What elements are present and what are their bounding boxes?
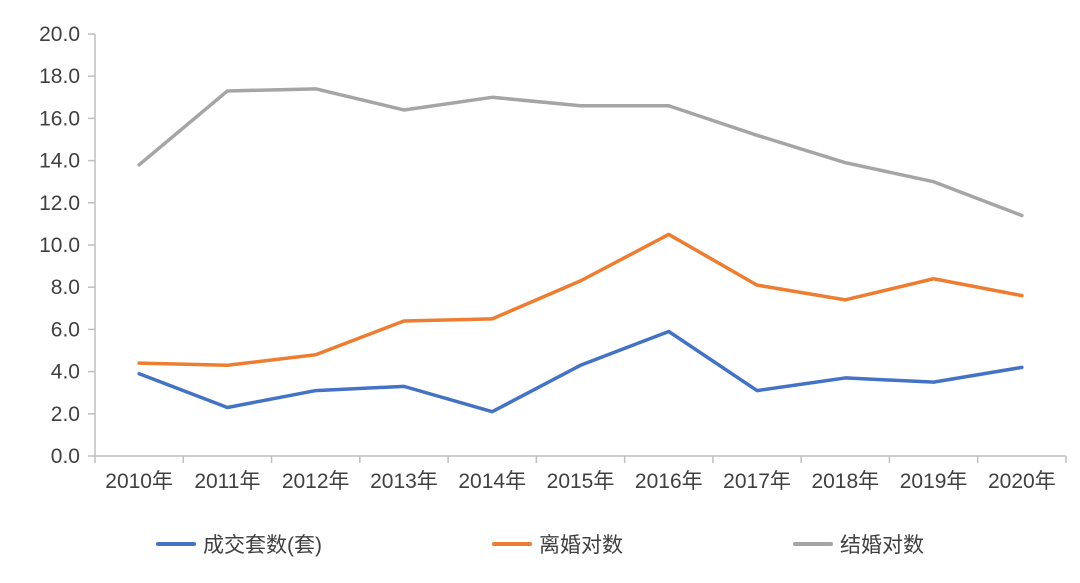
legend-item-deals: 成交套数(套) [156,529,322,559]
x-tick-label: 2012年 [282,470,350,493]
line-chart: 0.0 2.0 4.0 6.0 8.0 10.0 12.0 14.0 16.0 18.0 20.0 2… [39,23,1067,493]
series-line-1 [137,232,1024,368]
legend-item-divorces: 离婚对数 [492,529,623,559]
x-tick-label: 2019年 [900,470,968,493]
y-tick-label: 8.0 [51,276,80,299]
series-line-2 [137,87,1024,218]
x-tick-label: 2016年 [635,470,703,493]
y-tick-label: 6.0 [51,318,80,341]
y-tick-label: 12.0 [39,192,80,215]
y-tick-label: 16.0 [39,107,80,130]
x-tick-label: 2018年 [811,470,879,493]
legend-line-swatch-deals [156,542,196,546]
x-tick-label: 2015年 [547,470,615,493]
legend-label-deals: 成交套数(套) [203,534,322,557]
y-tick-label: 18.0 [39,65,80,88]
y-tick-label: 14.0 [39,150,80,173]
series-line-0 [137,329,1024,414]
y-tick-label: 2.0 [51,403,80,426]
y-tick-label: 10.0 [39,234,80,257]
legend-item-marriages: 结婚对数 [793,529,924,559]
y-tick-label: 0.0 [51,445,80,468]
x-tick-label: 2013年 [370,470,438,493]
legend-label-marriages: 结婚对数 [840,534,924,557]
legend-line-swatch-marriages [793,542,833,546]
x-tick-label: 2020年 [988,470,1056,493]
y-tick-label: 20.0 [39,23,80,46]
x-tick-label: 2014年 [458,470,526,493]
x-tick-label: 2010年 [105,470,173,493]
x-tick-label: 2011年 [194,470,260,493]
legend-label-divorces: 离婚对数 [539,534,623,557]
x-tick-label: 2017年 [723,470,791,493]
y-tick-label: 4.0 [51,361,80,384]
legend-line-swatch-divorces [492,542,532,546]
chart-legend: 成交套数(套) 离婚对数 结婚对数 [0,518,1080,570]
